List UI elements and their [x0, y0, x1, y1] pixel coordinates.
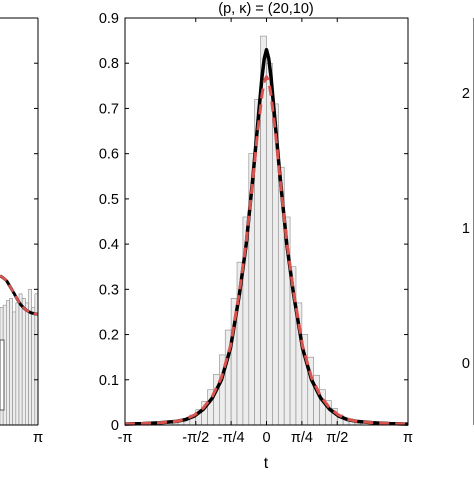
right-y-tick-labels: 2 1 0 — [462, 86, 470, 372]
left-histogram-bar — [9, 298, 13, 426]
right-y-tick-label: 1 — [462, 221, 470, 237]
left-histogram-bar — [15, 302, 20, 426]
histogram-bars — [171, 35, 362, 426]
y-axis-ticks: 0 0.1 0.2 0.3 0.4 0.5 0.6 0.7 0.8 0.9 — [99, 11, 408, 434]
y-tick-label: 0 — [111, 418, 119, 434]
x-tick-label: -π/4 — [218, 430, 245, 446]
x-tick-label: π — [403, 430, 413, 446]
y-tick-label: 0.4 — [99, 237, 119, 253]
x-tick-label: 0 — [262, 430, 270, 446]
left-x-tick-label: π — [33, 429, 43, 446]
right-y-tick-label: 0 — [462, 356, 470, 372]
x-tick-label: π/2 — [326, 430, 348, 446]
x-axis-ticks: -π -π/2 -π/4 0 π/4 π/2 π — [118, 18, 413, 446]
histogram-bar — [266, 62, 273, 426]
left-histogram-bar — [6, 300, 10, 426]
chart-title: (p, κ) = (20,10) — [218, 1, 314, 17]
y-tick-label: 0.6 — [99, 147, 119, 163]
left-inset-box — [0, 339, 5, 411]
y-tick-label: 0.5 — [99, 192, 119, 208]
left-histogram-bar — [12, 311, 17, 426]
y-tick-label: 0.1 — [99, 373, 119, 389]
density-curve-dashed — [124, 75, 409, 426]
left-histogram-bar — [31, 307, 36, 426]
left-histogram-bar — [18, 293, 23, 426]
y-tick-label: 0.2 — [99, 328, 119, 344]
left-y-ticks — [34, 62, 38, 381]
x-tick-label: -π/2 — [182, 430, 209, 446]
left-histogram-bar — [21, 298, 26, 426]
left-histogram-bar — [25, 302, 29, 426]
y-tick-label: 0.8 — [99, 56, 119, 72]
right-y-tick-label: 2 — [462, 86, 470, 102]
right-panel: 2 1 0 — [462, 18, 474, 425]
left-fitted-curve — [0, 274, 39, 316]
x-tick-label: π/4 — [291, 430, 313, 446]
x-tick-label: -π — [118, 430, 133, 446]
left-histogram — [0, 289, 39, 426]
left-panel: π — [0, 17, 43, 446]
y-tick-label: 0.7 — [99, 101, 119, 117]
x-axis-label: t — [264, 455, 269, 472]
y-tick-label: 0.3 — [99, 282, 119, 298]
left-histogram-bar — [28, 289, 32, 426]
y-tick-label: 0.9 — [99, 11, 119, 27]
main-panel: (p, κ) = (20,10) 00.10.20.30.40.50.60.70… — [99, 1, 413, 472]
